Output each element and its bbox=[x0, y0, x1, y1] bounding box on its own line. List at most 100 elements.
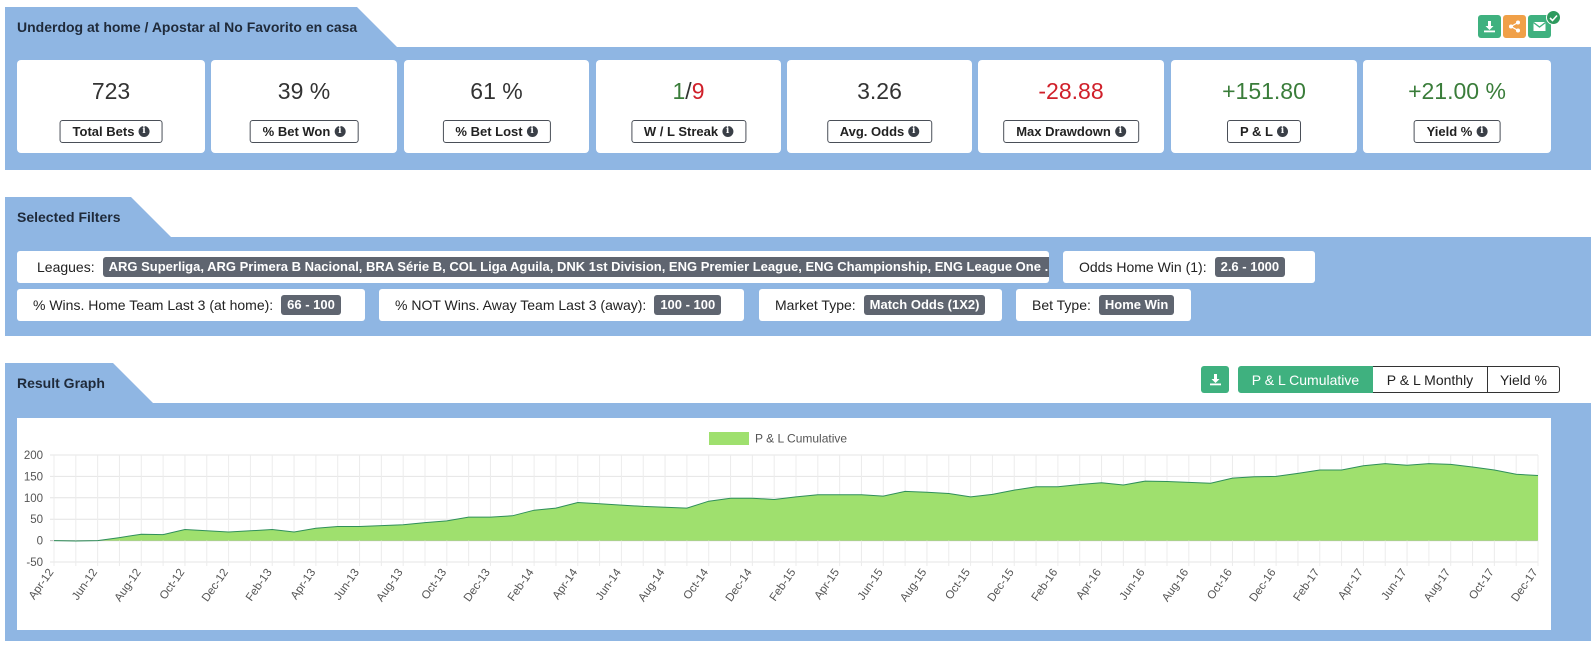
filter-value-badge: Home Win bbox=[1098, 295, 1175, 315]
stat-label-button[interactable]: W / L Streak i bbox=[630, 120, 747, 143]
x-tick-label: Dec-13 bbox=[462, 567, 493, 604]
legend-swatch bbox=[709, 432, 749, 445]
share-button[interactable] bbox=[1503, 15, 1526, 38]
email-button[interactable] bbox=[1528, 15, 1551, 38]
stat-value: 1/9 bbox=[596, 78, 781, 105]
x-tick-label: Dec-17 bbox=[1509, 567, 1540, 604]
pl-cumulative-line bbox=[53, 463, 1539, 542]
stat-bet-lost: 61 % % Bet Lost i bbox=[404, 60, 589, 153]
legend-label: P & L Cumulative bbox=[755, 432, 847, 446]
filter-odds-home-win[interactable]: Odds Home Win (1): 2.6 - 1000 bbox=[1063, 251, 1315, 283]
stat-value: -28.88 bbox=[1038, 78, 1104, 104]
graph-tab-shape bbox=[5, 363, 153, 403]
x-tick-label: Aug-13 bbox=[375, 567, 406, 604]
stat-label-button[interactable]: % Bet Won i bbox=[249, 120, 359, 143]
stat-label-text: Total Bets bbox=[72, 124, 135, 139]
download-button[interactable] bbox=[1478, 15, 1501, 38]
x-tick-label: Dec-16 bbox=[1247, 567, 1278, 604]
filter-value-badge: ARG Superliga, ARG Primera B Nacional, B… bbox=[102, 257, 1049, 277]
streak-loss-value: 9 bbox=[691, 78, 705, 104]
stat-label-text: Avg. Odds bbox=[839, 124, 905, 139]
tab-yield[interactable]: Yield % bbox=[1487, 366, 1560, 393]
stat-label-button[interactable]: % Bet Lost i bbox=[442, 120, 551, 143]
x-tick-label: Feb-17 bbox=[1291, 567, 1322, 604]
x-tick-label: Oct-14 bbox=[682, 566, 712, 602]
stat-bet-won: 39 % % Bet Won i bbox=[211, 60, 397, 153]
graph-title-tab: Result Graph bbox=[5, 363, 153, 403]
email-icon bbox=[1533, 21, 1546, 31]
filter-not-wins-away-team[interactable]: % NOT Wins. Away Team Last 3 (away): 100… bbox=[379, 289, 744, 321]
chart-download-button[interactable] bbox=[1201, 366, 1229, 393]
pl-cumulative-area bbox=[54, 463, 1538, 541]
stat-value: 39 % bbox=[277, 78, 331, 104]
filters-title-tab: Selected Filters bbox=[5, 197, 171, 237]
filter-leagues[interactable]: Leagues: ARG Superliga, ARG Primera B Na… bbox=[17, 251, 1049, 283]
filter-label: % NOT Wins. Away Team Last 3 (away): bbox=[395, 297, 647, 313]
x-tick-label: Oct-12 bbox=[158, 567, 188, 602]
stat-label-button[interactable]: Yield % i bbox=[1413, 120, 1501, 143]
x-tick-label: Aug-12 bbox=[113, 567, 144, 604]
tab-pl-cumulative[interactable]: P & L Cumulative bbox=[1238, 366, 1373, 393]
x-tick-label: Aug-17 bbox=[1422, 567, 1453, 604]
download-icon bbox=[1209, 374, 1221, 386]
graph-title: Result Graph bbox=[17, 375, 105, 391]
x-tick-label: Aug-16 bbox=[1160, 567, 1191, 604]
filter-label: % Wins. Home Team Last 3 (at home): bbox=[33, 297, 274, 313]
filter-bet-type[interactable]: Bet Type: Home Win bbox=[1016, 289, 1191, 321]
filter-label: Leagues: bbox=[37, 259, 95, 275]
x-tick-label: Feb-14 bbox=[506, 566, 537, 603]
x-tick-label: Dec-12 bbox=[200, 567, 231, 604]
x-tick-label: Jun-14 bbox=[594, 566, 624, 602]
streak-win-value: 1 bbox=[672, 78, 686, 104]
filters-title: Selected Filters bbox=[17, 209, 121, 225]
page-title: Underdog at home / Apostar al No Favorit… bbox=[17, 19, 358, 35]
stat-avg-odds: 3.26 Avg. Odds i bbox=[787, 60, 972, 153]
stat-value: 61 % bbox=[470, 78, 523, 104]
stat-label-text: % Bet Won bbox=[262, 124, 331, 139]
stat-label-button[interactable]: Avg. Odds i bbox=[826, 120, 933, 143]
filter-label: Market Type: bbox=[775, 297, 856, 313]
info-icon: i bbox=[526, 126, 538, 137]
x-tick-label: Apr-17 bbox=[1336, 567, 1366, 602]
header-tab-shape bbox=[5, 7, 397, 47]
streak-separator: / bbox=[685, 78, 692, 104]
stat-yield: +21.00 % Yield % i bbox=[1363, 60, 1551, 153]
x-tick-label: Dec-15 bbox=[986, 567, 1017, 604]
x-tick-label: Apr-16 bbox=[1074, 567, 1104, 602]
x-tick-label: Aug-15 bbox=[898, 567, 929, 604]
filter-wins-home-team[interactable]: % Wins. Home Team Last 3 (at home): 66 -… bbox=[17, 289, 365, 321]
y-tick-label: 200 bbox=[24, 450, 43, 462]
filters-panel: Leagues: ARG Superliga, ARG Primera B Na… bbox=[5, 237, 1591, 336]
filters-tab-shape bbox=[5, 197, 171, 237]
email-check-badge bbox=[1546, 10, 1561, 25]
x-tick-label: Jun-16 bbox=[1118, 567, 1148, 603]
x-tick-label: Feb-16 bbox=[1030, 567, 1061, 604]
filter-value-badge: 66 - 100 bbox=[281, 295, 341, 315]
x-tick-label: Apr-14 bbox=[551, 566, 581, 602]
info-icon: i bbox=[908, 126, 920, 137]
filter-market-type[interactable]: Market Type: Match Odds (1X2) bbox=[759, 289, 1002, 321]
stat-total-bets: 723 Total Bets i bbox=[17, 60, 205, 153]
x-tick-label: Jun-17 bbox=[1380, 567, 1410, 603]
stat-value: 3.26 bbox=[857, 78, 902, 104]
filter-label: Odds Home Win (1): bbox=[1079, 259, 1207, 275]
filter-value-badge: Match Odds (1X2) bbox=[863, 295, 986, 315]
x-tick-label: Jun-12 bbox=[70, 567, 100, 603]
y-tick-label: 50 bbox=[30, 514, 43, 526]
y-tick-label: 100 bbox=[24, 493, 43, 505]
stat-label-text: % Bet Lost bbox=[455, 124, 523, 139]
info-icon: i bbox=[1277, 126, 1288, 137]
y-tick-label: -50 bbox=[26, 557, 43, 569]
x-tick-label: Feb-13 bbox=[244, 567, 275, 604]
stat-label-button[interactable]: Total Bets i bbox=[59, 120, 163, 143]
tab-pl-monthly[interactable]: P & L Monthly bbox=[1373, 366, 1488, 393]
x-tick-label: Apr-15 bbox=[812, 567, 842, 602]
stat-label-text: W / L Streak bbox=[643, 124, 719, 139]
x-tick-label: Jun-13 bbox=[332, 567, 362, 603]
header-title-tab: Underdog at home / Apostar al No Favorit… bbox=[5, 7, 397, 47]
stat-label-text: Yield % bbox=[1426, 124, 1473, 139]
filter-value-badge: 100 - 100 bbox=[654, 295, 722, 315]
x-tick-label: Oct-17 bbox=[1467, 567, 1497, 602]
stat-label-button[interactable]: Max Drawdown i bbox=[1003, 120, 1139, 143]
